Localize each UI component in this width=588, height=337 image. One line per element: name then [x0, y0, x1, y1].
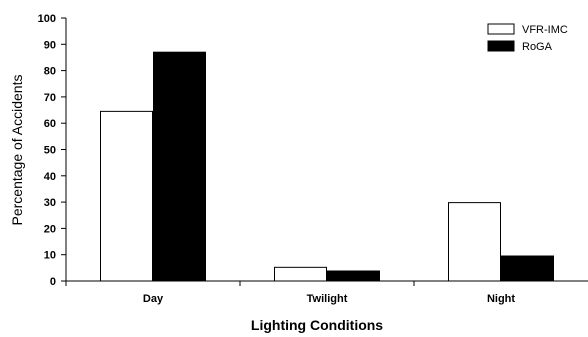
bar-roga-twilight: [327, 270, 380, 282]
y-tick-label: 70: [44, 92, 56, 104]
legend-swatch-roga: [487, 40, 515, 52]
y-tick-label: 90: [44, 39, 56, 51]
x-tick-label: Day: [143, 293, 164, 305]
y-tick-label: 30: [44, 197, 56, 209]
bar-roga-night: [501, 255, 554, 282]
x-tick-label: Night: [487, 293, 515, 305]
y-tick-label: 100: [38, 13, 56, 25]
bar-vfr-imc-day: [100, 110, 153, 282]
legend-label-roga: RoGA: [522, 41, 553, 53]
y-tick-label: 0: [50, 276, 56, 288]
bar-roga-day: [153, 51, 206, 282]
y-tick-label: 40: [44, 171, 56, 183]
axes-layer: [61, 17, 588, 286]
legend-swatch-vfr-imc: [487, 23, 515, 35]
x-axis-title: Lighting Conditions: [251, 317, 383, 333]
bars-layer: [100, 51, 554, 282]
y-tick-label: 50: [44, 145, 56, 157]
y-tick-label: 60: [44, 118, 56, 130]
y-tick-label: 80: [44, 66, 56, 78]
y-tick-label: 10: [44, 250, 56, 262]
y-tick-label: 20: [44, 223, 56, 235]
legend-label-vfr-imc: VFR-IMC: [522, 24, 568, 36]
labels-layer: Day Twilight Night 0 10 20 30 40 50 60 70 80 90 100: [38, 13, 516, 305]
y-axis-title: Percentage of Accidents: [9, 75, 25, 226]
x-tick-label: Twilight: [307, 293, 348, 305]
legend: VFR-IMC RoGA: [487, 23, 568, 53]
bar-vfr-imc-twilight: [274, 266, 327, 282]
bar-vfr-imc-night: [448, 202, 501, 282]
